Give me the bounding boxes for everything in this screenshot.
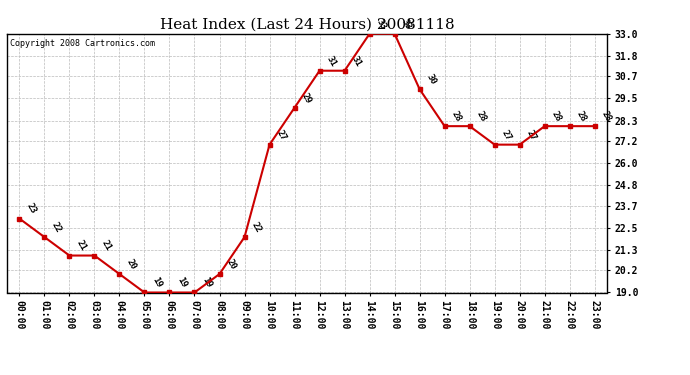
Text: 20: 20 <box>225 257 238 271</box>
Text: 29: 29 <box>300 91 313 105</box>
Text: 28: 28 <box>475 110 489 123</box>
Text: Copyright 2008 Cartronics.com: Copyright 2008 Cartronics.com <box>10 39 155 48</box>
Text: 23: 23 <box>25 202 38 216</box>
Text: 28: 28 <box>550 110 564 123</box>
Text: 19: 19 <box>175 276 188 290</box>
Text: 30: 30 <box>425 73 438 86</box>
Text: 27: 27 <box>500 128 513 142</box>
Text: 22: 22 <box>50 220 63 234</box>
Text: 21: 21 <box>100 239 113 253</box>
Text: 19: 19 <box>200 276 213 290</box>
Text: 20: 20 <box>125 257 138 271</box>
Text: 28: 28 <box>450 110 464 123</box>
Text: 28: 28 <box>575 110 589 123</box>
Text: 19: 19 <box>150 276 164 290</box>
Text: 27: 27 <box>275 128 288 142</box>
Text: 33: 33 <box>375 17 388 31</box>
Text: 28: 28 <box>600 110 613 123</box>
Text: 31: 31 <box>350 54 364 68</box>
Text: 22: 22 <box>250 220 264 234</box>
Title: Heat Index (Last 24 Hours) 20081118: Heat Index (Last 24 Hours) 20081118 <box>160 17 454 31</box>
Text: 33: 33 <box>400 17 413 31</box>
Text: 27: 27 <box>525 128 538 142</box>
Text: 31: 31 <box>325 54 338 68</box>
Text: 21: 21 <box>75 239 88 253</box>
